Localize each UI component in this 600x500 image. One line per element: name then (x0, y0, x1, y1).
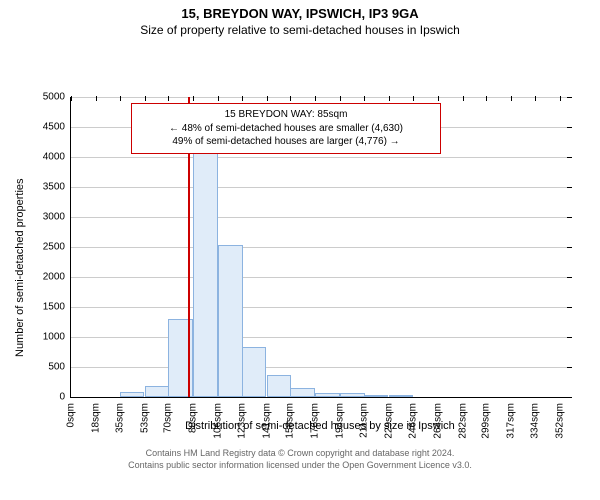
y-tick-mark (567, 247, 572, 248)
x-tick-label: 158sqm (285, 397, 296, 439)
x-tick-label: 317sqm (506, 397, 517, 439)
footer-line1: Contains HM Land Registry data © Crown c… (0, 448, 600, 460)
plot-area: 0500100015002000250030003500400045005000… (70, 97, 571, 398)
x-tick-mark (486, 96, 487, 101)
histogram-bar (242, 347, 266, 397)
y-tick-label: 2500 (43, 242, 71, 253)
x-axis-label: Distribution of semi-detached houses by … (70, 420, 570, 432)
x-tick-mark (193, 96, 194, 101)
y-tick-label: 3000 (43, 212, 71, 223)
chart-title: 15, BREYDON WAY, IPSWICH, IP3 9GA (0, 0, 600, 21)
x-tick-mark (413, 96, 414, 101)
x-tick-mark (242, 96, 243, 101)
gridline (71, 337, 571, 338)
y-tick-mark (567, 397, 572, 398)
chart-container: { "chart": { "type": "histogram", "title… (0, 0, 600, 500)
gridline (71, 367, 571, 368)
x-tick-mark (168, 96, 169, 101)
gridline (71, 277, 571, 278)
x-tick-mark (511, 96, 512, 101)
y-tick-mark (567, 367, 572, 368)
chart-subtitle: Size of property relative to semi-detach… (0, 21, 600, 37)
y-tick-label: 4000 (43, 152, 71, 163)
gridline (71, 157, 571, 158)
x-tick-label: 352sqm (554, 397, 565, 439)
x-tick-mark (463, 96, 464, 101)
x-tick-mark (145, 96, 146, 101)
histogram-bar (145, 386, 169, 397)
y-tick-label: 2000 (43, 272, 71, 283)
y-tick-mark (567, 277, 572, 278)
x-tick-label: 106sqm (213, 397, 224, 439)
x-tick-mark (71, 96, 72, 101)
y-tick-mark (567, 97, 572, 98)
histogram-bar (290, 388, 314, 397)
x-tick-label: 246sqm (407, 397, 418, 439)
x-tick-label: 194sqm (335, 397, 346, 439)
annotation-line1: 15 BREYDON WAY: 85sqm (140, 108, 432, 122)
x-tick-label: 299sqm (481, 397, 492, 439)
y-axis-label: Number of semi-detached properties (14, 178, 26, 357)
y-tick-mark (567, 187, 572, 188)
y-tick-label: 1500 (43, 302, 71, 313)
annotation-line2: ← 48% of semi-detached houses are smalle… (140, 122, 432, 136)
x-tick-label: 141sqm (261, 397, 272, 439)
y-tick-label: 5000 (43, 92, 71, 103)
y-tick-mark (567, 217, 572, 218)
gridline (71, 187, 571, 188)
x-tick-mark (120, 96, 121, 101)
x-tick-label: 176sqm (310, 397, 321, 439)
y-tick-label: 500 (48, 362, 71, 373)
histogram-bar (193, 148, 217, 397)
histogram-bar (218, 245, 242, 397)
gridline (71, 247, 571, 248)
x-tick-label: 264sqm (432, 397, 443, 439)
gridline (71, 307, 571, 308)
y-tick-label: 3500 (43, 182, 71, 193)
annotation-box: 15 BREYDON WAY: 85sqm ← 48% of semi-deta… (131, 103, 441, 154)
x-tick-mark (340, 96, 341, 101)
annotation-line3: 49% of semi-detached houses are larger (… (140, 135, 432, 149)
x-tick-mark (389, 96, 390, 101)
y-tick-mark (567, 127, 572, 128)
x-tick-mark (96, 96, 97, 101)
x-tick-mark (535, 96, 536, 101)
x-tick-mark (267, 96, 268, 101)
x-tick-mark (560, 96, 561, 101)
y-tick-mark (567, 307, 572, 308)
x-tick-mark (438, 96, 439, 101)
x-tick-label: 334sqm (529, 397, 540, 439)
chart-footer: Contains HM Land Registry data © Crown c… (0, 448, 600, 471)
gridline (71, 217, 571, 218)
x-tick-label: 282sqm (457, 397, 468, 439)
x-tick-mark (364, 96, 365, 101)
y-tick-mark (567, 337, 572, 338)
x-tick-mark (315, 96, 316, 101)
y-tick-label: 1000 (43, 332, 71, 343)
gridline (71, 97, 571, 98)
x-tick-mark (290, 96, 291, 101)
histogram-bar (267, 375, 291, 397)
y-tick-label: 4500 (43, 122, 71, 133)
footer-line2: Contains public sector information licen… (0, 460, 600, 472)
y-tick-mark (567, 157, 572, 158)
x-tick-mark (218, 96, 219, 101)
x-tick-label: 123sqm (236, 397, 247, 439)
x-tick-label: 229sqm (384, 397, 395, 439)
